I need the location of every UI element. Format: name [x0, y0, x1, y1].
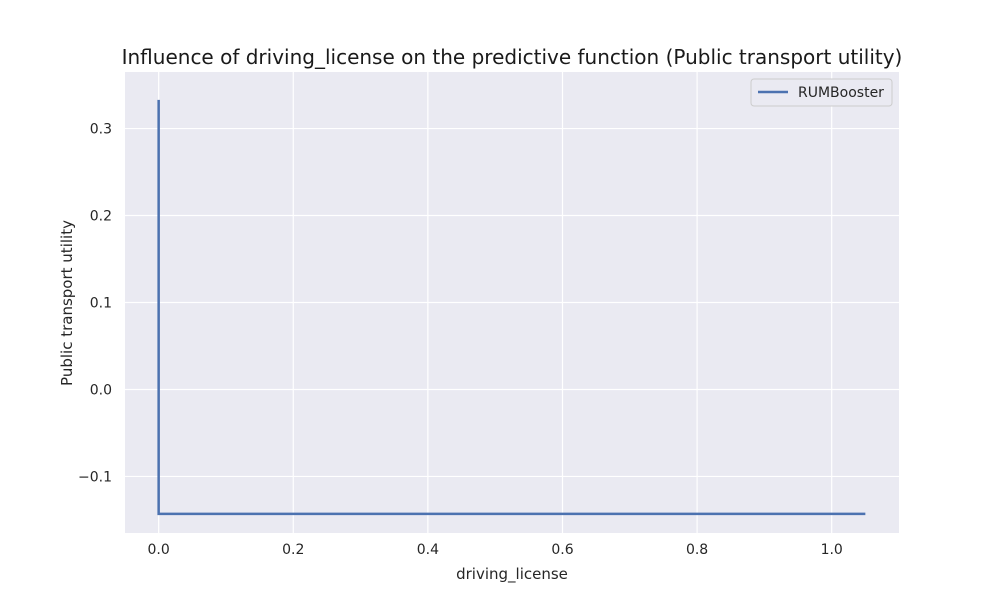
- legend-label-rumbooster: RUMBooster: [798, 85, 884, 101]
- x-tick-label: 0.0: [148, 542, 170, 558]
- x-tick-label: 1.0: [821, 542, 843, 558]
- grid: [125, 72, 899, 533]
- y-axis-ticks: −0.1 0.0 0.1 0.2 0.3: [78, 122, 112, 486]
- series-line-rumbooster: [157, 99, 866, 516]
- x-axis-ticks: 0.0 0.2 0.4 0.6 0.8 1.0: [148, 542, 843, 558]
- legend-box: [750, 78, 893, 107]
- y-axis-label: Public transport utility: [58, 220, 76, 386]
- y-tick-label: 0.0: [90, 382, 112, 398]
- x-tick-label: 0.4: [417, 542, 439, 558]
- y-tick-label: 0.1: [90, 296, 112, 312]
- x-tick-label: 0.2: [282, 542, 304, 558]
- y-tick-label: −0.1: [78, 469, 112, 485]
- x-tick-label: 0.6: [551, 542, 573, 558]
- x-axis-label: driving_license: [456, 565, 568, 584]
- y-tick-label: 0.3: [90, 122, 112, 138]
- chart-title: Influence of driving_license on the pred…: [122, 45, 903, 69]
- legend: RUMBooster: [750, 78, 893, 107]
- x-tick-label: 0.8: [686, 542, 708, 558]
- series-layer: [157, 99, 866, 516]
- y-tick-label: 0.2: [90, 209, 112, 225]
